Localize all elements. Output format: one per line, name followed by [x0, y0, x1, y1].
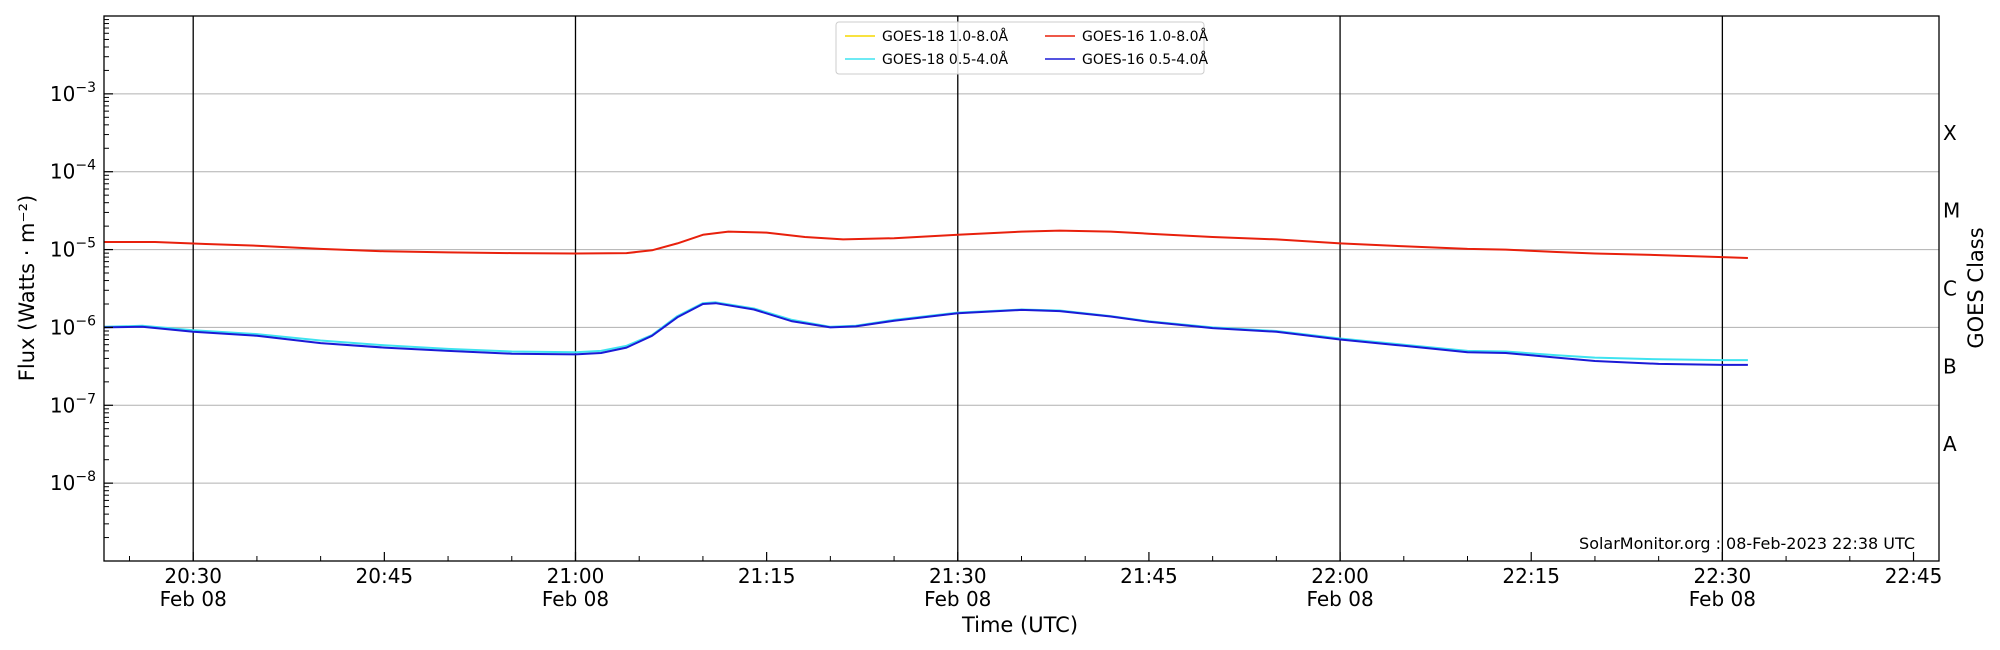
y-tick-label: 10−4: [50, 158, 96, 184]
x-tick-label: 22:45: [1885, 564, 1943, 588]
grid-lines: [104, 93, 1939, 484]
x-tick-label: 22:00: [1311, 564, 1369, 588]
legend-entry: GOES-16 1.0-8.0Å: [1082, 28, 1208, 45]
x-tick-date-label: Feb 08: [924, 587, 991, 611]
legend-box: [835, 21, 1205, 75]
goes-class-label: C: [1943, 277, 1957, 301]
x-tick-date-label: Feb 08: [1689, 587, 1756, 611]
x-tick-label: 22:30: [1694, 564, 1752, 588]
y-tick-label: 10−8: [50, 469, 96, 495]
x-tick-date-label: Feb 08: [1306, 587, 1373, 611]
y-axis-label: Flux (Watts · m⁻²): [15, 195, 39, 381]
x-tick-label: 22:15: [1502, 564, 1560, 588]
x-tick-date-label: Feb 08: [160, 587, 227, 611]
goes-class-label: X: [1943, 121, 1957, 145]
y-tick-label: 10−6: [50, 313, 96, 339]
y2-axis-label: GOES Class: [1964, 227, 1988, 348]
goes-class-label: M: [1943, 199, 1960, 223]
goes-class-label: A: [1943, 432, 1957, 456]
series-line: [104, 229, 1748, 259]
goes-class-labels: A B C M X: [1943, 121, 1960, 456]
y-tick-label: 10−3: [50, 80, 96, 106]
vertical-marker-lines: [192, 16, 1724, 561]
y-axis-ticks: 10−8 10−7 10−6 10−5 10−4 10−3: [50, 19, 113, 539]
x-tick-label: 21:45: [1120, 564, 1178, 588]
plot-background: [104, 16, 1939, 561]
x-axis-label: Time (UTC): [961, 613, 1078, 637]
series-line: [103, 302, 1748, 366]
y-tick-label: 10−7: [50, 391, 96, 417]
x-tick-label: 20:45: [356, 564, 414, 588]
x-tick-label: 21:30: [929, 564, 987, 588]
x-tick-label: 20:30: [164, 564, 222, 588]
y-tick-label: 10−5: [50, 236, 96, 262]
x-tick-label: 21:15: [738, 564, 796, 588]
x-tick-label: 21:00: [547, 564, 605, 588]
credit-text: SolarMonitor.org : 08-Feb-2023 22:38 UTC: [1579, 534, 1915, 553]
legend-entry: GOES-18 1.0-8.0Å: [882, 28, 1008, 45]
goes-class-label: B: [1943, 354, 1957, 378]
legend-entry: GOES-16 0.5-4.0Å: [1082, 51, 1208, 68]
x-tick-date-label: Feb 08: [542, 587, 609, 611]
legend: GOES-18 1.0-8.0Å GOES-16 1.0-8.0Å GOES-18 …: [835, 21, 1208, 75]
series-lines: [103, 229, 1748, 366]
legend-entry: GOES-18 0.5-4.0Å: [882, 51, 1008, 68]
